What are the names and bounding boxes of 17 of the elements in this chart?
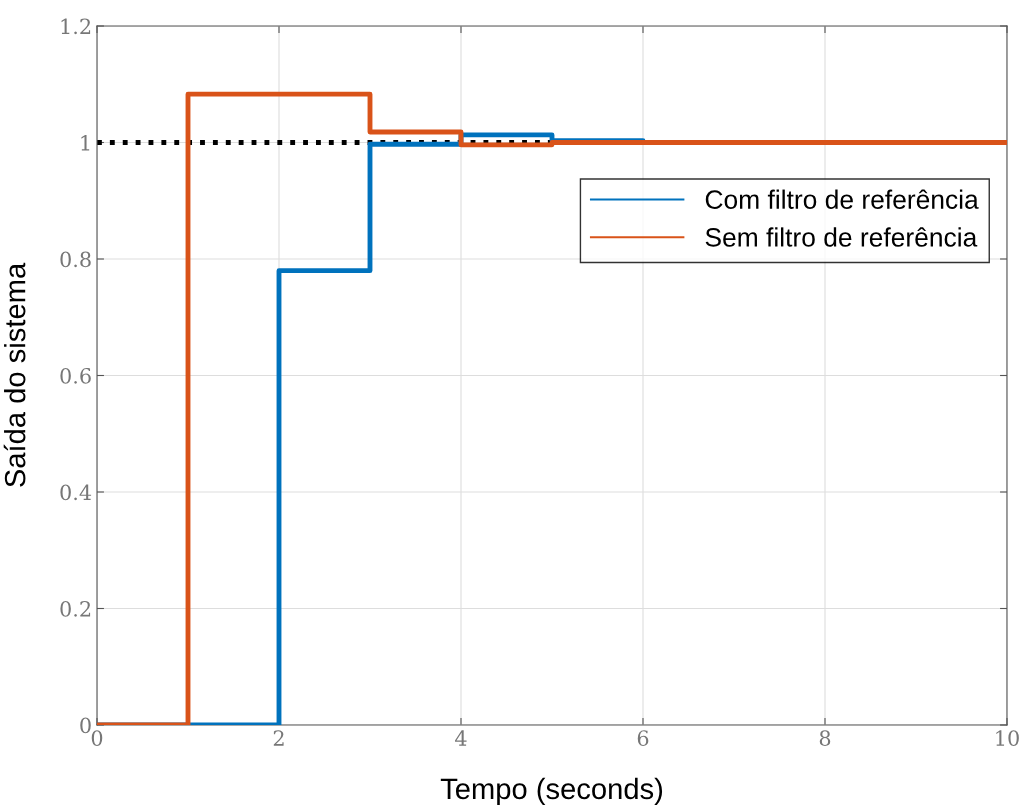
x-tick-label: 10 (996, 730, 1019, 746)
y-tick-label: 0 (80, 717, 91, 734)
x-tick-label: 8 (819, 730, 831, 746)
y-tick-label: 1 (81, 134, 90, 151)
legend-label: Com filtro de referência (705, 189, 979, 209)
legend-label: Sem filtro de referência (705, 227, 978, 247)
y-tick-label: 0.4 (60, 484, 92, 501)
x-tick-label: 2 (273, 730, 284, 746)
y-axis-title: Saída do sistema (3, 262, 26, 487)
x-axis-title: Tempo (seconds) (440, 777, 663, 805)
y-tick-label: 1.2 (61, 18, 91, 35)
x-tick-label: 6 (637, 730, 649, 746)
x-tick-label: 0 (91, 730, 103, 746)
y-tick-label: 0.6 (60, 367, 91, 384)
x-tick-label: 4 (455, 730, 467, 746)
y-tick-label: 0.8 (60, 251, 91, 268)
y-tick-label: 0.2 (60, 600, 91, 617)
